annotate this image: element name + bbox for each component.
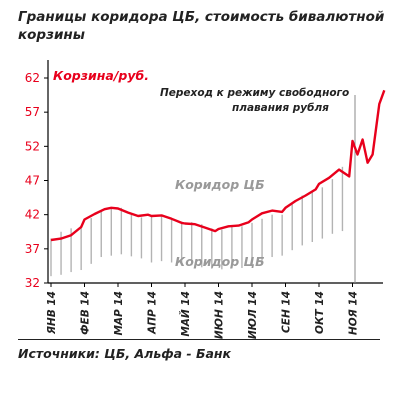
y-tick-label: 42 xyxy=(25,208,40,222)
y-tick-labels: 32 37 42 47 52 57 62 xyxy=(25,71,48,290)
x-tick-label: ЯНВ 14 xyxy=(46,291,58,335)
x-tick-label: АПР 14 xyxy=(147,291,159,335)
y-tick-label: 47 xyxy=(25,174,40,188)
y-tick-label: 37 xyxy=(25,242,40,256)
x-tick-label: МАР 14 xyxy=(113,291,125,336)
x-tick-label: ОКТ 14 xyxy=(314,291,326,334)
y-tick-label: 32 xyxy=(25,276,40,290)
basket-series-line xyxy=(50,89,386,242)
corridor-upper-label: Коридор ЦБ xyxy=(175,177,265,192)
regime-change-annotation: Переход к режиму свободного плавания рубл… xyxy=(160,87,349,114)
chart-title: Границы коридора ЦБ, стоимость бивалютно… xyxy=(18,9,385,43)
axes xyxy=(47,60,383,284)
y-tick-label: 57 xyxy=(25,105,40,119)
x-tick-label: СЕН 14 xyxy=(281,291,293,333)
y-axis-label: Корзина/руб. xyxy=(53,68,149,83)
x-tick-label: НОЯ 14 xyxy=(348,291,360,335)
x-tick-label: ФЕВ 14 xyxy=(80,291,92,335)
y-tick-label: 52 xyxy=(25,139,40,153)
x-tick-label: ИЮЛ 14 xyxy=(247,291,259,339)
x-tick-label: ИЮН 14 xyxy=(214,291,226,339)
source-note: Источники: ЦБ, Альфа - Банк xyxy=(18,346,232,361)
corridor-bars xyxy=(50,166,344,277)
source-divider xyxy=(18,339,380,340)
x-tick-label: МАЙ 14 xyxy=(179,291,192,337)
y-tick-label: 62 xyxy=(25,71,40,85)
x-tick-labels: ЯНВ 14 ФЕВ 14 МАР 14 АПР 14 МАЙ 14 ИЮН 14 ИЮЛ … xyxy=(46,283,360,339)
corridor-lower-label: Коридор ЦБ xyxy=(175,254,265,269)
